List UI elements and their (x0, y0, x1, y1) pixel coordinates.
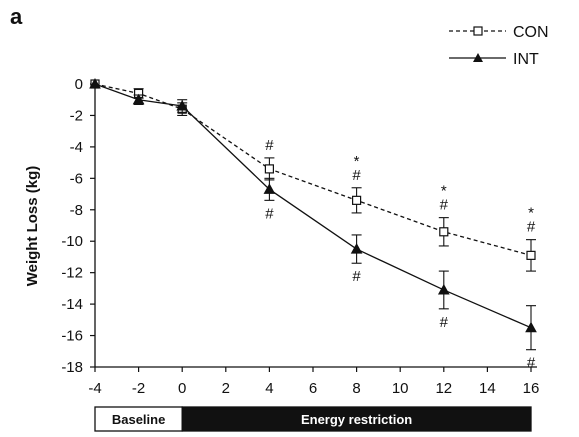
legend: CON INT (449, 24, 549, 68)
series-layer (89, 77, 537, 351)
y-axis-label: Weight Loss (kg) (24, 166, 41, 287)
y-tick-label: -14 (61, 296, 83, 313)
significance-marker: * (441, 183, 447, 200)
panel-letter: a (10, 4, 23, 29)
data-point-int (132, 93, 145, 105)
legend-label-con: CON (513, 24, 549, 41)
series-con (90, 79, 536, 272)
legend-item-con: CON (449, 24, 549, 41)
axes: 0 -2 -4 -6 -8 -10 -12 -14 -16 -18 -4 -2 0 2 4 6 8 10 12 14 1… (61, 76, 539, 397)
y-tick-label: -16 (61, 328, 83, 345)
significance-marker: # (265, 137, 274, 154)
significance-marker: # (352, 268, 361, 285)
x-tick-label: 2 (222, 380, 230, 397)
x-tick-label: -4 (88, 380, 101, 397)
x-tick-label: 4 (265, 380, 273, 397)
significance-marker: # (440, 314, 449, 331)
data-point-con (352, 195, 362, 205)
y-tick-label: -2 (70, 107, 83, 124)
phase-label: Energy restriction (301, 412, 412, 427)
series-line-con (94, 83, 532, 256)
data-point-int (525, 321, 537, 333)
significance-marker: # (352, 167, 361, 184)
data-point-con (439, 227, 449, 237)
phase-baseline: Baseline (94, 406, 183, 432)
phase-box (181, 406, 532, 432)
series-int (89, 77, 537, 351)
y-tick-label: -10 (61, 233, 83, 250)
data-point-int (263, 183, 276, 194)
phase-bar: Baseline Energy restriction (94, 406, 532, 432)
y-tick-label: -18 (61, 359, 83, 376)
data-point-con (526, 250, 536, 260)
phase-energy-restriction: Energy restriction (181, 406, 532, 432)
x-tick-label: 8 (352, 380, 360, 397)
x-tick-label: 10 (392, 380, 409, 397)
y-tick-label: -4 (70, 139, 83, 156)
legend-marker-int (473, 53, 483, 62)
significance-marker: # (527, 219, 536, 236)
legend-marker-con (473, 26, 483, 36)
y-tick-label: -12 (61, 265, 83, 282)
y-tick-label: -8 (70, 202, 83, 219)
significance-marker: * (354, 153, 360, 170)
phase-box (94, 406, 183, 432)
x-tick-label: 14 (479, 380, 496, 397)
legend-label-int: INT (513, 51, 539, 68)
x-tick-label: 0 (178, 380, 186, 397)
significance-marker: * (528, 205, 534, 222)
data-point-int (176, 99, 189, 111)
data-point-int (89, 77, 101, 89)
data-point-int (350, 243, 363, 254)
x-tick-label: 16 (523, 380, 540, 397)
x-tick-label: 12 (435, 380, 452, 397)
significance-marker: # (440, 197, 449, 214)
data-point-con (264, 164, 274, 174)
y-tick-label: -6 (70, 170, 83, 187)
annotations: ##*##*##*## (265, 137, 536, 372)
series-line-int (94, 83, 532, 329)
x-tick-label: 6 (309, 380, 317, 397)
data-point-int (437, 283, 450, 295)
significance-marker: # (527, 355, 536, 372)
significance-marker: # (265, 205, 274, 222)
y-tick-label: 0 (75, 76, 83, 93)
x-tick-label: -2 (132, 380, 145, 397)
legend-item-int: INT (449, 51, 539, 68)
phase-label: Baseline (112, 412, 165, 427)
